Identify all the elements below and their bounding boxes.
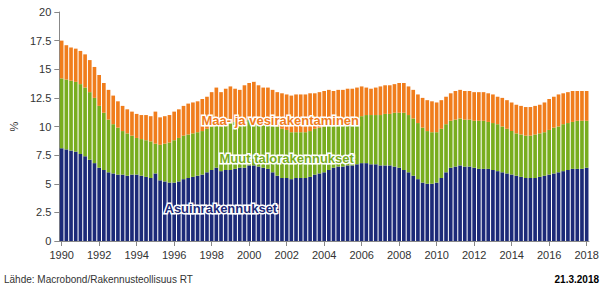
svg-text:2018: 2018: [574, 249, 598, 261]
svg-text:Asuinrakennukset: Asuinrakennukset: [165, 201, 278, 216]
svg-text:1992: 1992: [87, 249, 111, 261]
svg-text:21.3.2018: 21.3.2018: [555, 274, 600, 285]
svg-text:17.5: 17.5: [30, 35, 51, 47]
svg-text:15: 15: [39, 63, 51, 75]
svg-text:1998: 1998: [199, 249, 223, 261]
svg-text:1990: 1990: [49, 249, 73, 261]
svg-text:%: %: [8, 121, 20, 131]
svg-text:2010: 2010: [424, 249, 448, 261]
svg-text:0: 0: [45, 235, 51, 247]
svg-text:2008: 2008: [387, 249, 411, 261]
svg-text:2012: 2012: [462, 249, 486, 261]
svg-text:2006: 2006: [349, 249, 373, 261]
svg-text:Lähde: Macrobond/Rakennusteoll: Lähde: Macrobond/Rakennusteollisuus RT: [4, 274, 193, 285]
svg-text:2016: 2016: [537, 249, 561, 261]
svg-text:2004: 2004: [312, 249, 336, 261]
svg-text:2.5: 2.5: [36, 206, 51, 218]
svg-text:2002: 2002: [274, 249, 298, 261]
svg-text:2000: 2000: [237, 249, 261, 261]
svg-text:Maa- ja vesirakentaminen: Maa- ja vesirakentaminen: [202, 113, 360, 128]
svg-text:10: 10: [39, 121, 51, 133]
svg-text:20: 20: [39, 6, 51, 18]
svg-text:12.5: 12.5: [30, 92, 51, 104]
svg-text:1994: 1994: [124, 249, 148, 261]
svg-text:5: 5: [45, 178, 51, 190]
svg-text:7.5: 7.5: [36, 149, 51, 161]
svg-text:Muut talorakennukset: Muut talorakennukset: [220, 151, 355, 166]
svg-text:1996: 1996: [162, 249, 186, 261]
svg-text:2014: 2014: [499, 249, 523, 261]
